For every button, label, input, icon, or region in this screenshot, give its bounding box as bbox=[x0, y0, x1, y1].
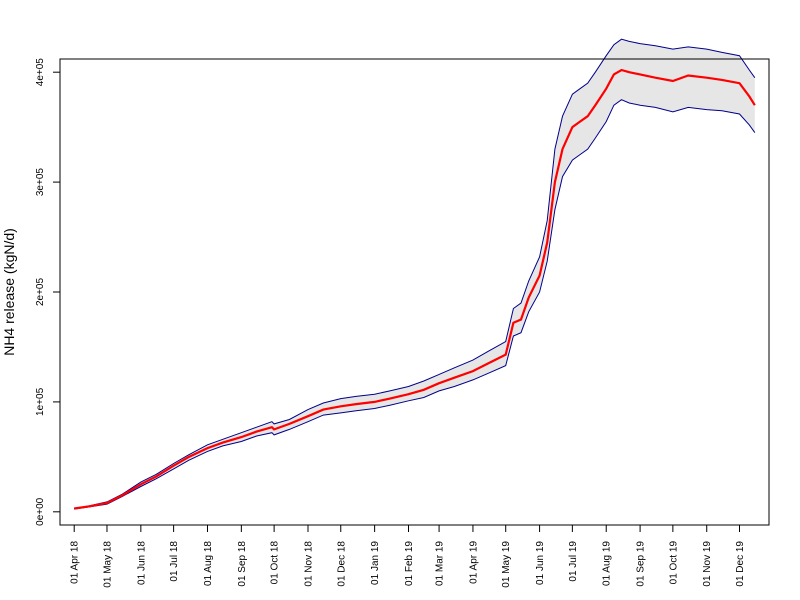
x-tick-label: 01 Jun 18 bbox=[136, 541, 147, 585]
x-tick-label: 01 Apr 19 bbox=[468, 541, 479, 584]
x-tick-label: 01 Nov 18 bbox=[303, 541, 314, 587]
upper-bound-line bbox=[74, 38, 756, 509]
x-tick-label: 01 Sep 19 bbox=[636, 541, 647, 587]
x-tick-label: 01 Jul 19 bbox=[568, 541, 579, 582]
x-tick-label: 01 Jan 19 bbox=[370, 541, 381, 585]
estimate-line bbox=[74, 68, 756, 510]
y-tick-label: 2e+05 bbox=[35, 278, 46, 307]
y-tick-label: 0e+00 bbox=[35, 497, 46, 526]
x-tick-label: 01 Nov 19 bbox=[702, 541, 713, 587]
lower-bound-line bbox=[74, 99, 756, 510]
y-axis-title: NH4 release (kgN/d) bbox=[1, 228, 17, 356]
x-tick-label: 01 Sep 18 bbox=[237, 541, 248, 587]
x-tick-label: 01 Jul 18 bbox=[169, 541, 180, 582]
x-tick-label: 01 Aug 19 bbox=[602, 541, 613, 586]
x-tick-label: 01 Apr 18 bbox=[70, 541, 81, 584]
x-tick-label: 01 Mar 19 bbox=[435, 541, 446, 586]
y-tick-label: 4e+05 bbox=[35, 58, 46, 87]
x-tick-label: 01 Aug 18 bbox=[203, 541, 214, 586]
x-tick-label: 01 Oct 18 bbox=[270, 541, 281, 585]
x-tick-label: 01 Feb 19 bbox=[404, 541, 415, 586]
x-tick-label: 01 Dec 19 bbox=[735, 541, 746, 587]
plot-frame bbox=[59, 58, 770, 526]
x-tick-label: 01 Dec 18 bbox=[336, 541, 347, 587]
y-axis-ticks: 0e+00 1e+05 2e+05 3e+05 4e+05 bbox=[35, 58, 60, 526]
y-tick-label: 1e+05 bbox=[35, 387, 46, 416]
x-axis-ticks: 01 Apr 18 01 May 18 01 Jun 18 01 Jul 18 01 A… bbox=[70, 525, 746, 588]
x-tick-label: 01 Oct 19 bbox=[668, 541, 679, 585]
x-tick-label: 01 May 19 bbox=[501, 541, 512, 588]
x-tick-label: 01 May 18 bbox=[102, 541, 113, 588]
y-tick-label: 3e+05 bbox=[35, 168, 46, 197]
confidence-band bbox=[74, 39, 755, 510]
x-tick-label: 01 Jun 19 bbox=[535, 541, 546, 585]
